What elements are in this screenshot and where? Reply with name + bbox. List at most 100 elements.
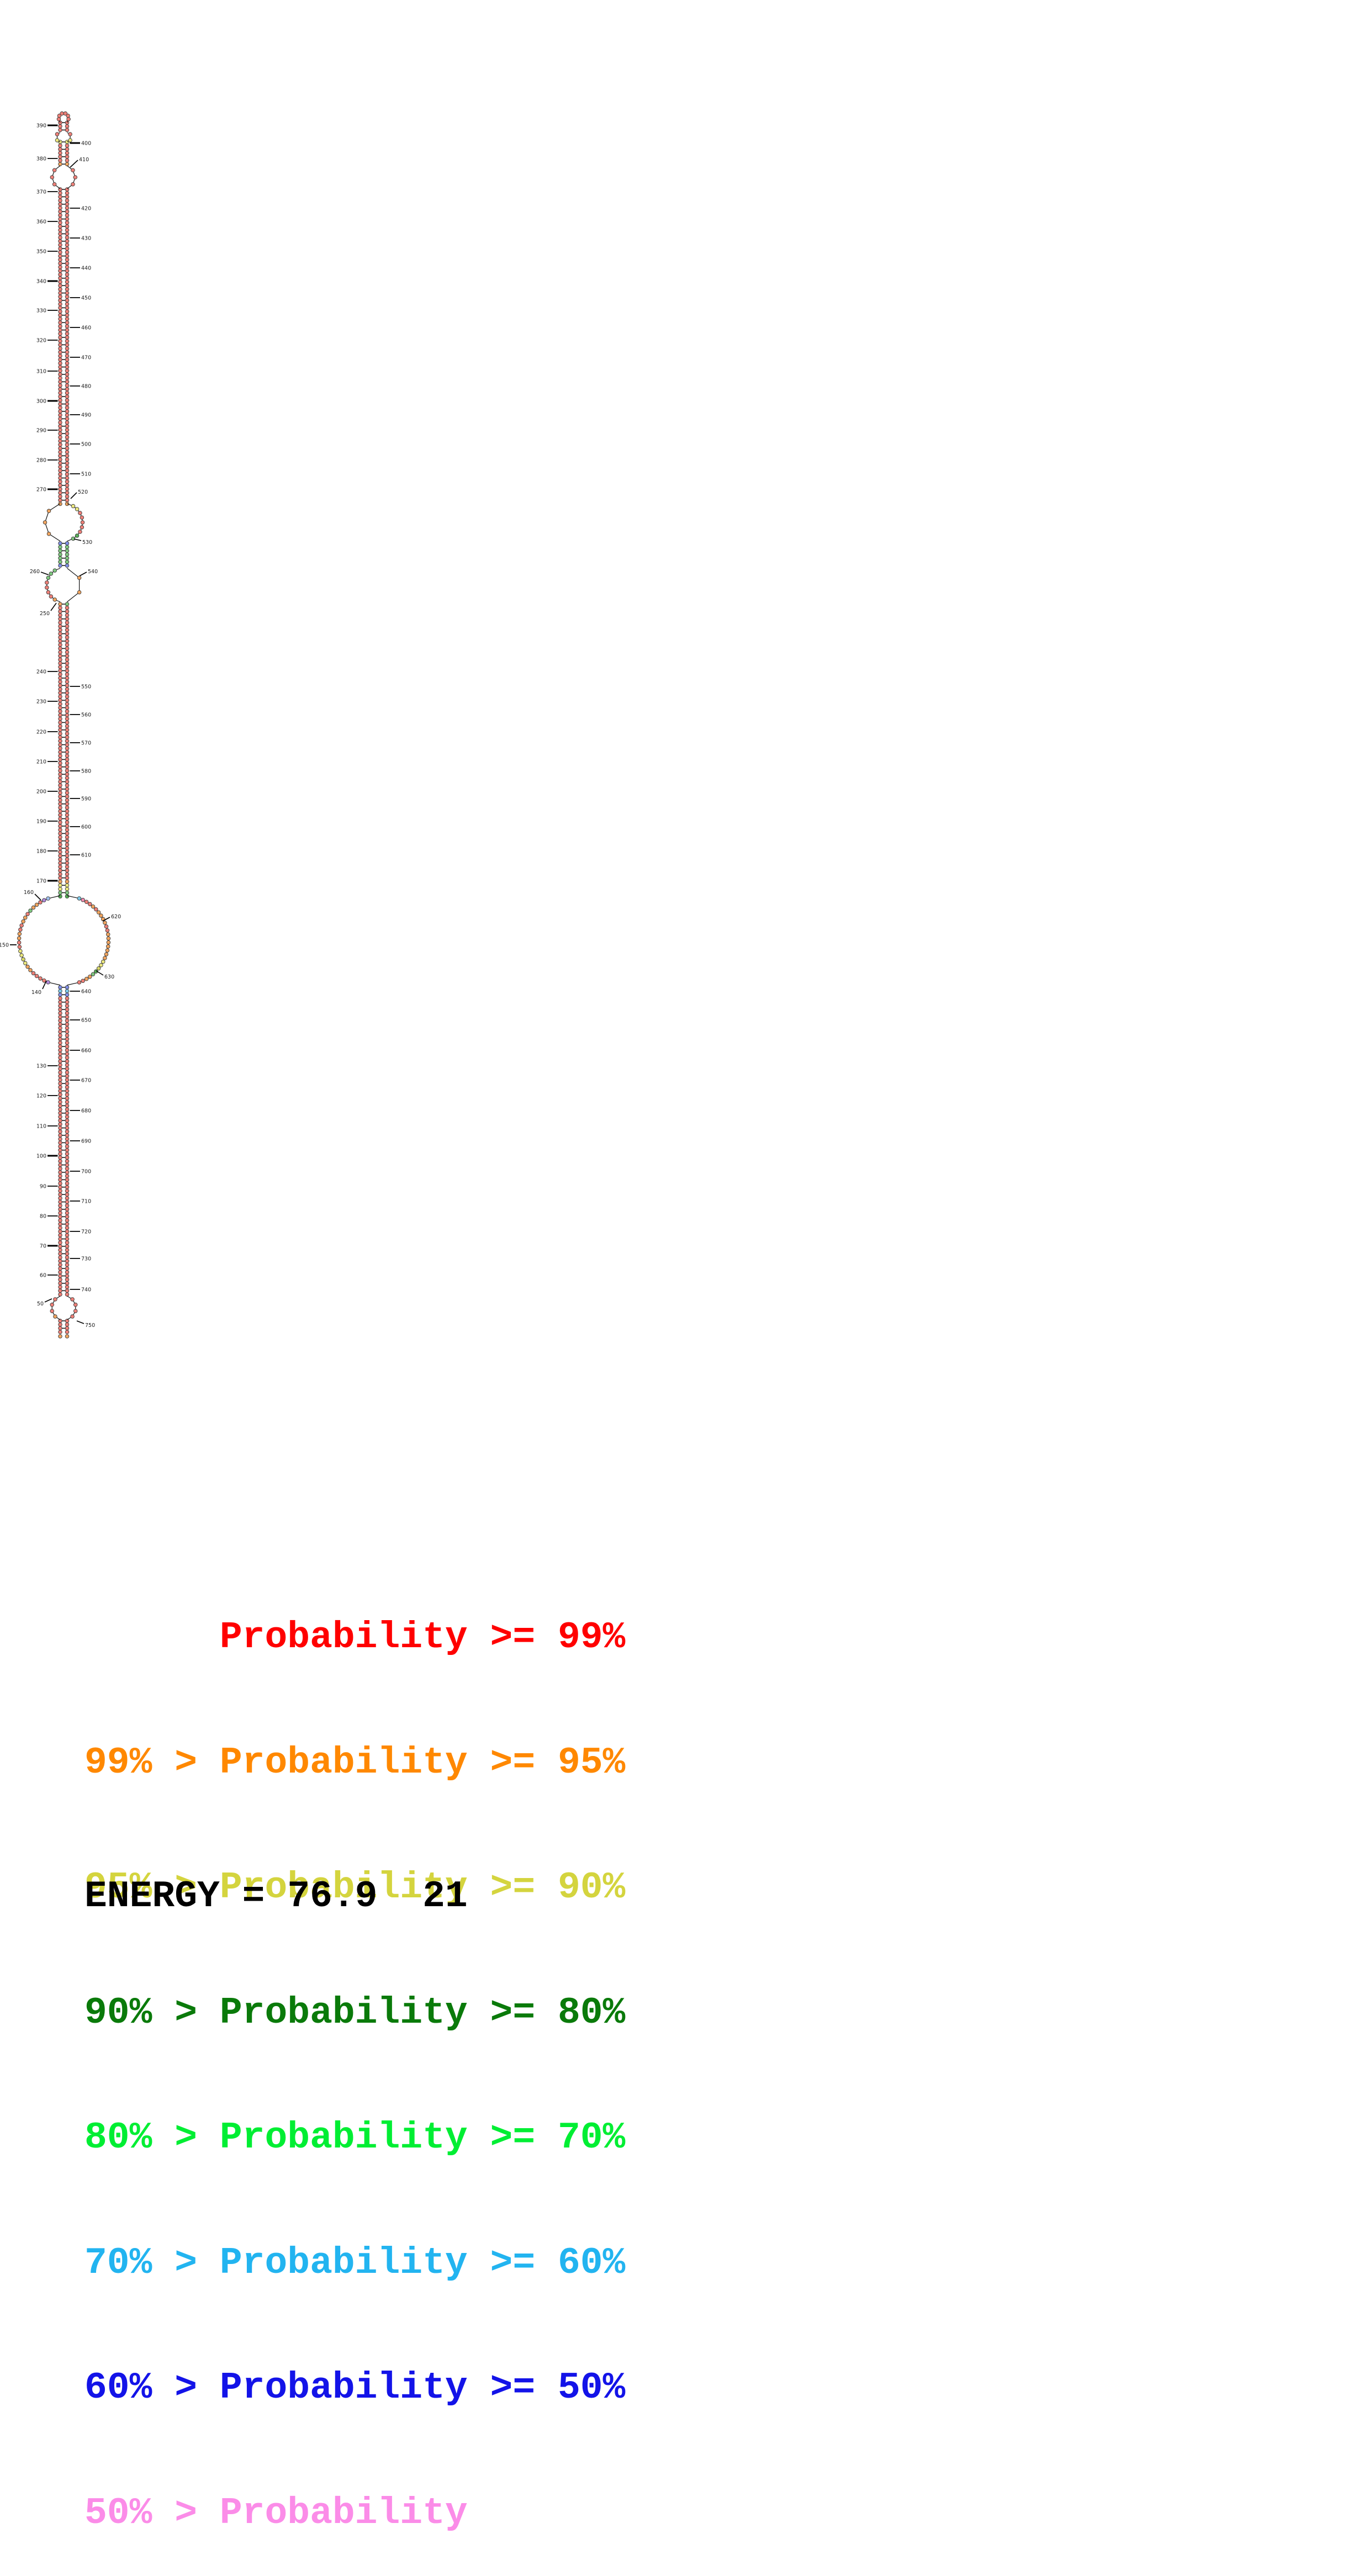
nucleotide-dot xyxy=(65,890,70,895)
nucleotide-dot xyxy=(45,585,49,590)
nucleotide-dot xyxy=(58,1322,62,1327)
nucleotide-dot xyxy=(58,1255,62,1260)
nucleotide-dot xyxy=(65,1214,70,1219)
nucleotide-dot xyxy=(58,472,62,477)
nucleotide-dot xyxy=(58,698,62,702)
nucleotide-dot xyxy=(65,276,70,281)
rna-structure-plot: 390 380 370 360 350 340 330 320 310 300 290 280 270 2… xyxy=(0,111,121,1339)
nucleotide-dot xyxy=(105,928,110,933)
nucleotide-dot xyxy=(58,1022,62,1027)
nucleotide-dot xyxy=(65,213,70,218)
nucleotide-dot xyxy=(58,787,62,791)
nucleotide-dot xyxy=(65,1277,70,1282)
nucleotide-dot xyxy=(58,879,62,884)
nucleotide-dot xyxy=(65,563,70,568)
nucleotide-dot xyxy=(58,868,62,873)
nucleotide-dot xyxy=(65,552,70,557)
tick-label: 490 xyxy=(81,412,91,418)
nucleotide-dot xyxy=(58,772,62,776)
loop xyxy=(55,132,72,142)
nucleotide-dot xyxy=(65,420,70,425)
tick-label: 440 xyxy=(81,265,91,271)
nucleotide-dot xyxy=(58,809,62,813)
nucleotide-dot xyxy=(78,530,82,534)
nucleotide-dot xyxy=(65,357,70,362)
nucleotide-dot xyxy=(65,446,70,451)
nucleotide-dot xyxy=(58,765,62,769)
tick-label: 180 xyxy=(36,848,46,854)
nucleotide-dot xyxy=(65,479,70,484)
nucleotide-dot xyxy=(81,898,85,902)
nucleotide-dot xyxy=(65,1284,70,1289)
nucleotide-dot xyxy=(58,235,62,240)
tick-label: 110 xyxy=(36,1123,46,1129)
nucleotide-dot xyxy=(58,147,62,152)
nucleotide-dot xyxy=(58,724,62,728)
nucleotide-dot xyxy=(58,338,62,343)
nucleotide-dot xyxy=(65,1151,70,1156)
nucleotide-dot xyxy=(65,257,70,262)
nucleotide-dot xyxy=(65,779,70,784)
nucleotide-dot xyxy=(65,861,70,865)
nucleotide-dot xyxy=(58,1188,62,1193)
nucleotide-dot xyxy=(65,846,70,850)
nucleotide-dot xyxy=(58,1018,62,1023)
tick-label: 140 xyxy=(31,990,41,996)
nucleotide-dot xyxy=(65,239,70,244)
nucleotide-dot xyxy=(58,802,62,806)
nucleotide-dot xyxy=(58,988,62,993)
nucleotide-dot xyxy=(65,342,70,347)
nucleotide-dot xyxy=(65,253,70,258)
nucleotide-dot xyxy=(65,835,70,839)
nucleotide-dot xyxy=(58,246,62,251)
tick-label: 60 xyxy=(40,1272,46,1278)
nucleotide-dot xyxy=(65,617,70,621)
nucleotide-dot xyxy=(65,331,70,336)
nucleotide-dot xyxy=(106,944,110,949)
nucleotide-dot xyxy=(65,1025,70,1030)
nucleotide-dot xyxy=(58,346,62,351)
nucleotide-dot xyxy=(65,742,70,747)
nucleotide-dot xyxy=(65,147,70,152)
nucleotide-dot xyxy=(58,742,62,747)
tick-label: 290 xyxy=(36,427,46,433)
nucleotide-dot xyxy=(65,1266,70,1271)
nucleotide-dot xyxy=(65,220,70,225)
nucleotide-dot xyxy=(58,1144,62,1149)
nucleotide-dot xyxy=(65,679,70,684)
nucleotide-dot xyxy=(65,894,70,899)
nucleotide-dot xyxy=(65,1070,70,1075)
nucleotide-dot xyxy=(28,968,33,972)
nucleotide-dot xyxy=(65,128,70,133)
nucleotide-dot xyxy=(65,379,70,384)
nucleotide-dot xyxy=(58,301,62,306)
nucleotide-dot xyxy=(58,635,62,640)
nucleotide-dot xyxy=(58,446,62,451)
nucleotide-dot xyxy=(58,1222,62,1226)
nucleotide-dot xyxy=(58,1033,62,1038)
hairpin-loop xyxy=(56,111,71,123)
nucleotide-dot xyxy=(96,910,101,915)
nucleotide-dot xyxy=(58,383,62,388)
nucleotide-dot xyxy=(58,1288,62,1293)
nucleotide-dot xyxy=(65,261,70,266)
nucleotide-dot xyxy=(58,646,62,651)
nucleotide-dot xyxy=(65,772,70,776)
nucleotide-dot xyxy=(58,753,62,758)
nucleotide-dot xyxy=(65,1166,70,1171)
nucleotide-dot xyxy=(65,1188,70,1193)
nucleotide-dot xyxy=(58,305,62,310)
nucleotide-dot xyxy=(58,209,62,214)
nucleotide-dot xyxy=(58,1334,62,1339)
nucleotide-dot xyxy=(65,805,70,810)
nucleotide-dot xyxy=(65,338,70,343)
nucleotide-dot xyxy=(58,1151,62,1156)
nucleotide-dot xyxy=(58,1203,62,1208)
nucleotide-dot xyxy=(77,980,82,985)
nucleotide-dot xyxy=(58,420,62,425)
nucleotide-dot xyxy=(31,971,36,976)
nucleotide-dot xyxy=(65,728,70,732)
nucleotide-dot xyxy=(58,790,62,795)
tick-label: 420 xyxy=(81,205,91,211)
nucleotide-dot xyxy=(58,375,62,380)
